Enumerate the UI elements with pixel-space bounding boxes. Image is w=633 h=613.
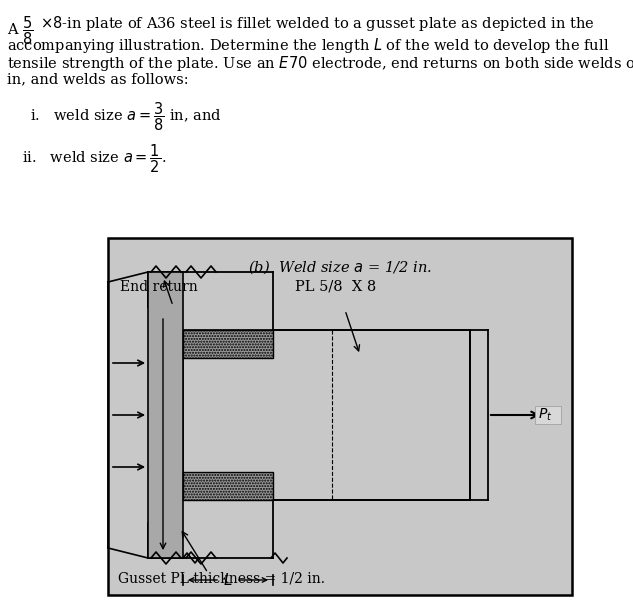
Text: in, and welds as follows:: in, and welds as follows: — [7, 72, 189, 86]
Bar — [148, 272, 183, 558]
Bar — [183, 330, 273, 358]
Text: tensile strength of the plate. Use an $E70$ electrode, end returns on both side : tensile strength of the plate. Use an $E… — [7, 54, 633, 73]
Text: Gusset PL thickness = 1/2 in.: Gusset PL thickness = 1/2 in. — [118, 571, 325, 585]
Text: $P_t$: $P_t$ — [538, 407, 552, 423]
Bar — [535, 406, 561, 424]
Text: $L$: $L$ — [223, 572, 233, 588]
Bar — [108, 238, 572, 595]
Text: $\times 8$-in plate of A36 steel is fillet welded to a gusset plate as depicted : $\times 8$-in plate of A36 steel is fill… — [40, 14, 594, 33]
Text: End return: End return — [120, 280, 197, 294]
Text: ii.   weld size $a = \dfrac{1}{2}$.: ii. weld size $a = \dfrac{1}{2}$. — [22, 142, 166, 175]
Bar — [183, 330, 470, 500]
Bar — [183, 472, 273, 500]
Text: accompanying illustration. Determine the length $L$ of the weld to develop the f: accompanying illustration. Determine the… — [7, 36, 610, 55]
Text: PL 5/8  X 8: PL 5/8 X 8 — [295, 280, 376, 294]
Text: A $\dfrac{5}{8}$: A $\dfrac{5}{8}$ — [7, 14, 34, 47]
Text: i.   weld size $a = \dfrac{3}{8}$ in, and: i. weld size $a = \dfrac{3}{8}$ in, and — [30, 100, 222, 132]
Text: (b)  Weld size $a$ = 1/2 in.: (b) Weld size $a$ = 1/2 in. — [248, 258, 432, 276]
